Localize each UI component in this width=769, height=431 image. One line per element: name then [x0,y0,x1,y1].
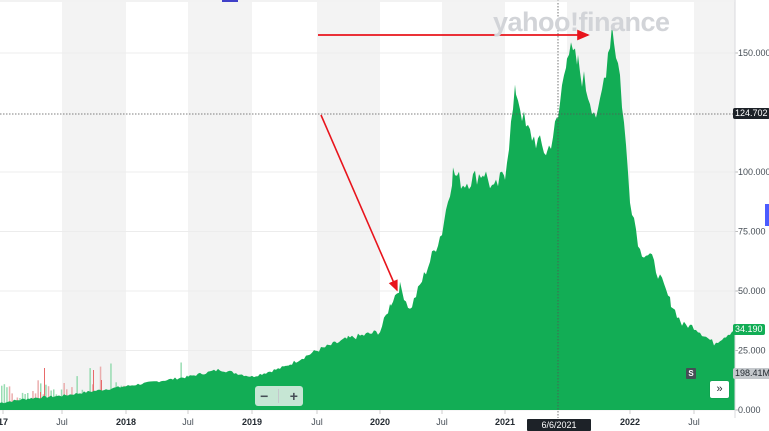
volume-bar [44,368,45,410]
period-band [188,2,252,410]
last-price-label: 34.190 [733,324,765,335]
y-tick-label: 150.000 [738,48,769,58]
zoom-controls: − + [255,386,303,406]
scroll-forward-button[interactable]: » [710,381,729,398]
y-tick-label: 0.000 [738,405,761,415]
period-band [62,2,126,410]
y-tick-label: 25.000 [738,346,766,356]
volume-bar [11,393,13,410]
volume-bar [99,366,102,410]
yahoo-finance-watermark: yahoo!finance [493,7,670,37]
x-tick-label: Jul [311,417,323,427]
x-tick-label: 2022 [620,417,640,427]
x-tick-label: 17 [0,417,8,427]
volume-label: 198.41M [733,368,769,379]
top-range-marker [222,0,238,2]
x-tick-label: Jul [688,417,700,427]
crosshair-date-label: 6/6/2021 [527,419,591,431]
x-tick-label: 2018 [116,417,136,427]
y-tick-label: 100.000 [738,167,769,177]
x-tick-label: 2021 [495,417,515,427]
y-axis: 150.000 100.000 75.000 50.000 25.000 0.000 [735,48,769,415]
price-area [0,25,735,410]
volume-bar [6,387,8,410]
y-tick-label: 75.000 [738,227,766,237]
volume-bar [1,385,3,410]
volume-bar [93,370,94,410]
zoom-divider [278,389,280,403]
crosshair-price-label: 124.702 [733,108,769,119]
zoom-in-button[interactable]: + [289,388,298,404]
y-tick-label: 50.000 [738,286,766,296]
x-axis: 17 Jul 2018 Jul 2019 Jul 2020 Jul 2021 2022 Jul [0,410,700,427]
x-tick-label: Jul [56,417,68,427]
x-tick-label: 2020 [370,417,390,427]
x-tick-label: Jul [436,417,448,427]
side-panel-handle[interactable] [765,204,769,226]
annotation-arrow-diagonal [320,114,398,292]
zoom-out-button[interactable]: − [260,388,269,404]
volume-bar [3,384,6,410]
volume-bar [8,386,11,410]
x-tick-label: Jul [182,417,194,427]
volume-bar [76,376,78,410]
volume-bar [37,380,39,410]
x-tick-label: 2019 [242,417,262,427]
volume-bar [110,363,112,410]
volume-bar [89,368,91,410]
split-event-badge[interactable]: S [686,368,696,379]
